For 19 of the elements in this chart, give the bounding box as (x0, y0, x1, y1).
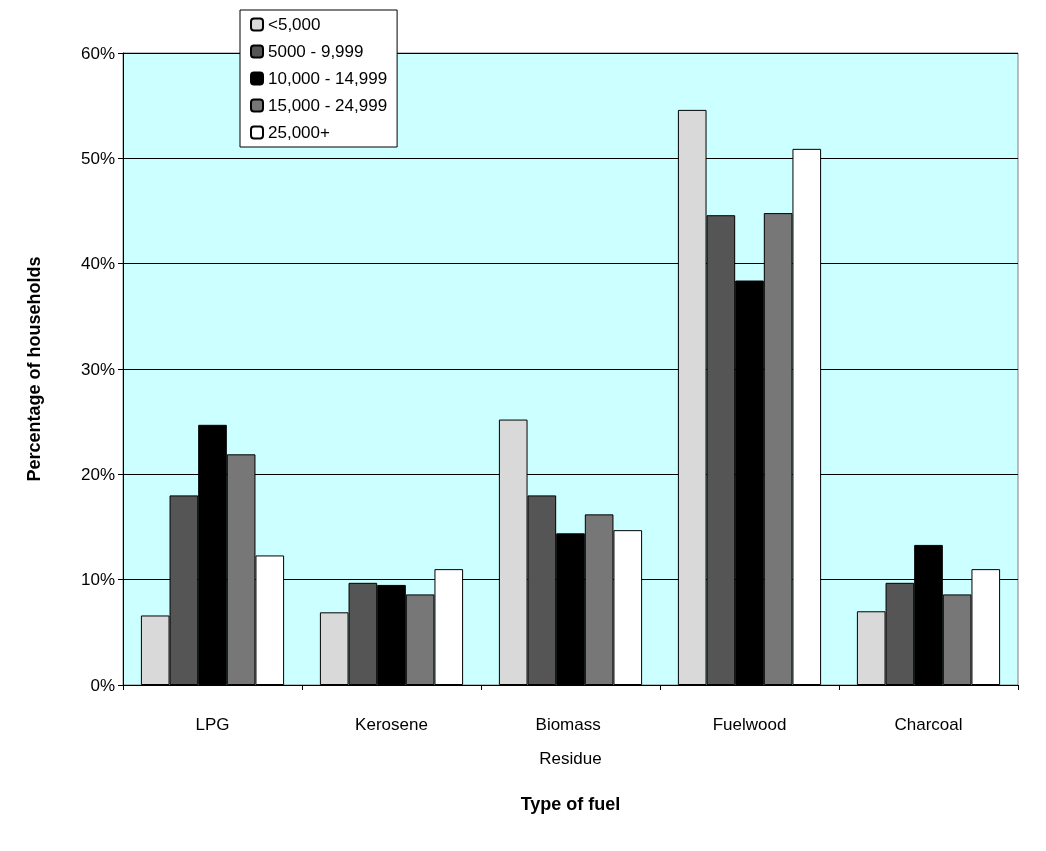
y-tick-label: 40% (80, 254, 115, 274)
y-tick-label: 20% (80, 464, 115, 484)
x-axis-title: Type of fuel (520, 794, 621, 814)
legend-label: <5,000 (268, 15, 321, 34)
y-tick-label: 50% (80, 148, 115, 168)
legend-label: 5000 - 9,999 (268, 42, 364, 61)
y-axis-title: Percentage of households (24, 256, 44, 482)
x-tick-label: Fuelwood (712, 714, 787, 734)
x-tick-label: LPG (195, 714, 230, 734)
x-tick-label: Biomass Residue (535, 714, 606, 768)
y-tick-label: 60% (80, 43, 115, 63)
legend-label: 10,000 - 14,999 (268, 69, 388, 88)
x-tick-label: Kerosene (355, 714, 428, 734)
legend-label: 25,000+ (268, 123, 330, 142)
x-tick-label: Charcoal (894, 714, 963, 734)
legend-label: 15,000 - 24,999 (268, 96, 388, 115)
y-tick-label: 30% (80, 359, 115, 379)
y-tick-label: 0% (90, 675, 115, 695)
y-tick-label: 10% (80, 570, 115, 590)
